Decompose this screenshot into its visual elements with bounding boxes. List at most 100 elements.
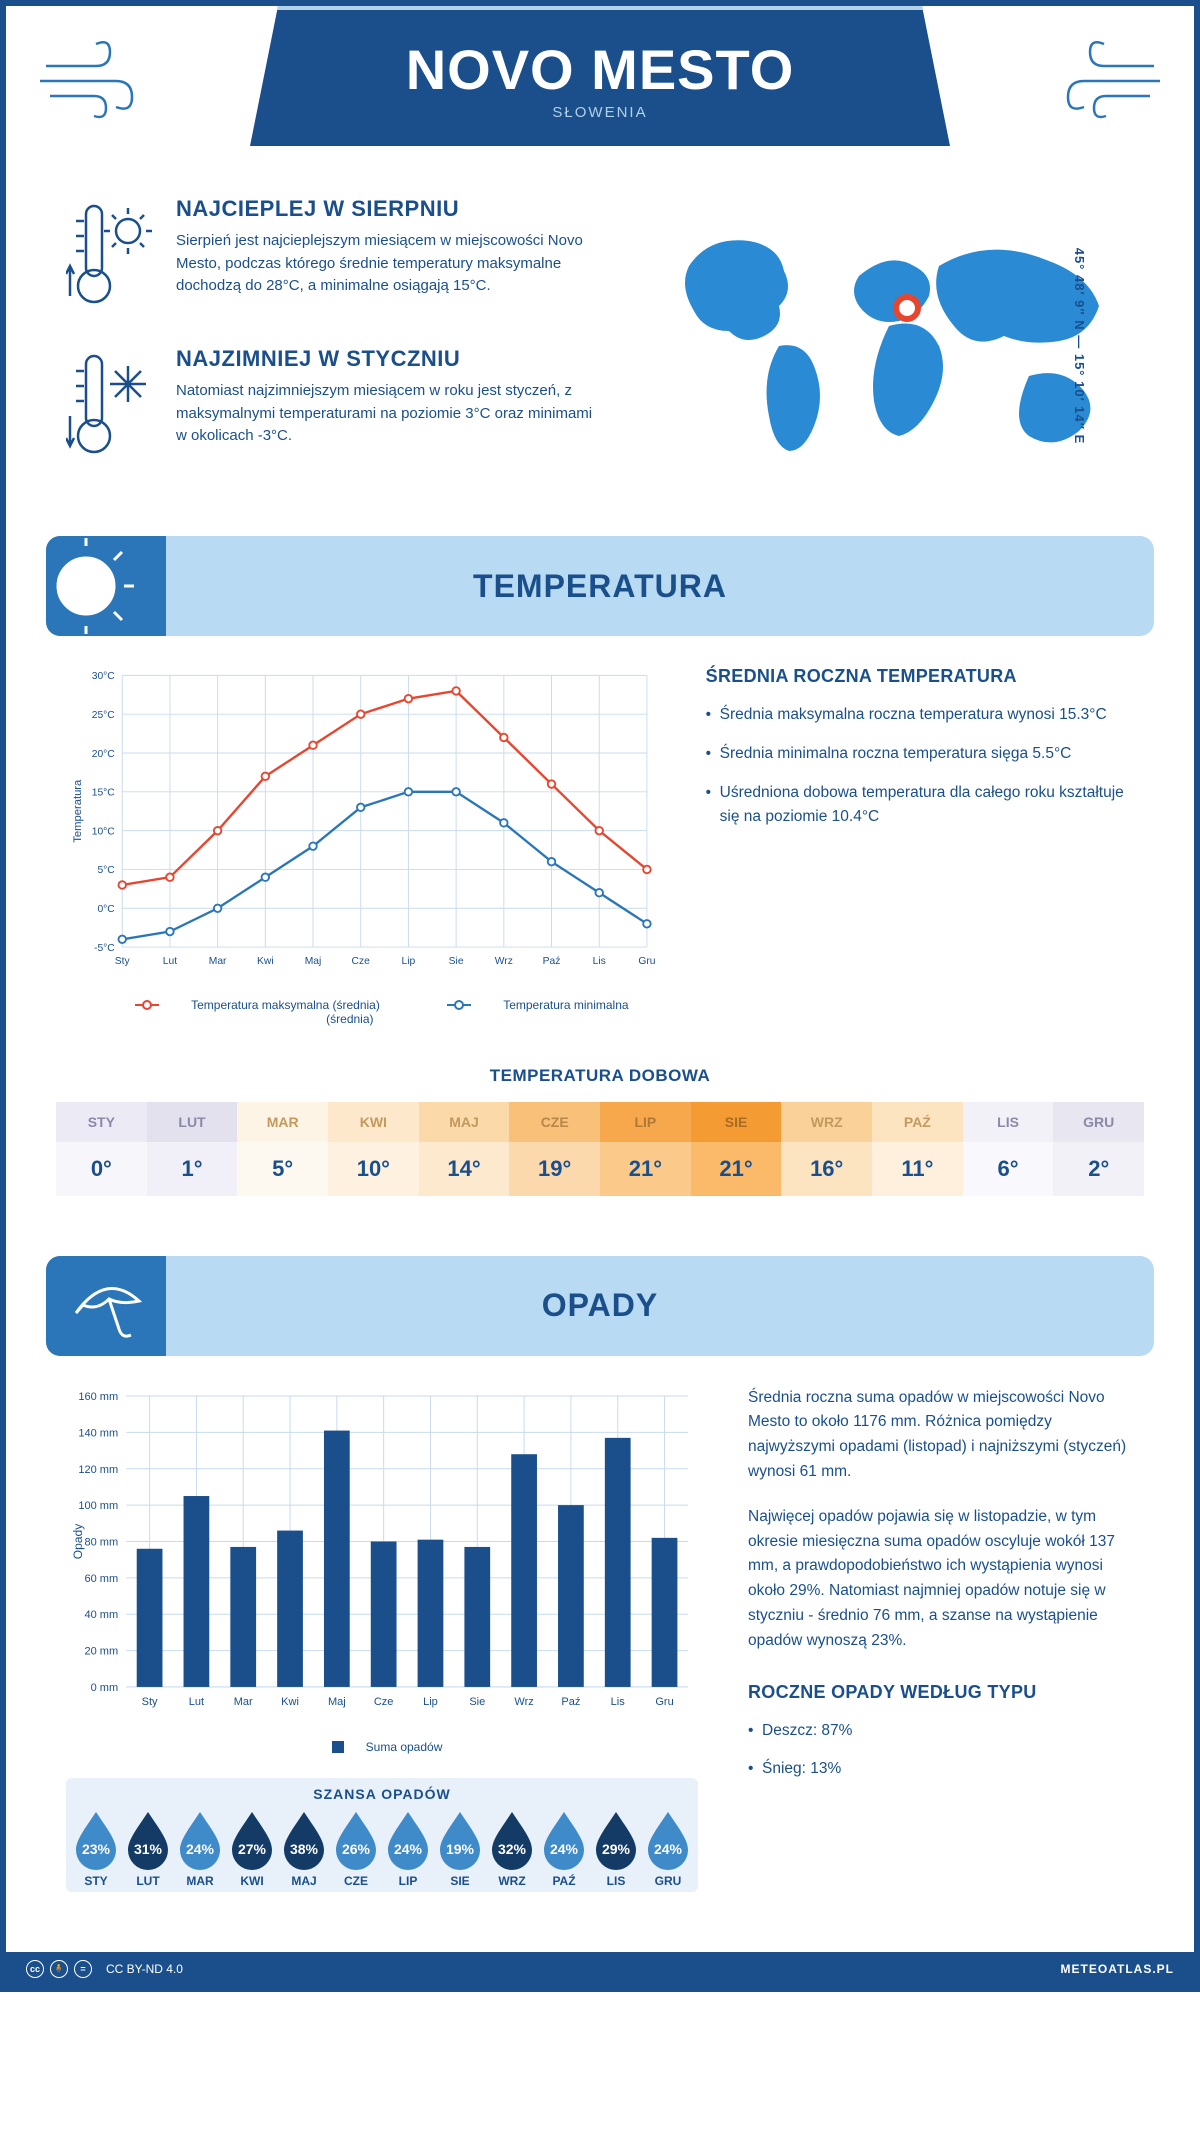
fact-hot-title: NAJCIEPLEJ W SIERPNIU <box>176 196 596 222</box>
heat-cell: PAŹ 11° <box>872 1102 963 1196</box>
precip-chart-legend: Suma opadów <box>66 1740 708 1754</box>
svg-text:Sie: Sie <box>469 1696 485 1708</box>
world-map <box>659 226 1119 466</box>
svg-text:Lut: Lut <box>189 1696 204 1708</box>
temperature-summary-title: ŚREDNIA ROCZNA TEMPERATURA <box>706 666 1134 687</box>
license-text: CC BY-ND 4.0 <box>106 1962 183 1976</box>
precip-type-list: Deszcz: 87% Śnieg: 13% <box>748 1719 1134 1783</box>
rain-drop-cell: 24% PAŹ <box>538 1808 590 1888</box>
svg-text:140 mm: 140 mm <box>78 1427 118 1439</box>
temperature-line-chart: -5°C0°C5°C10°C15°C20°C25°C30°CStyLutMarK… <box>66 666 666 985</box>
heat-cell: LIP 21° <box>600 1102 691 1196</box>
svg-text:Wrz: Wrz <box>495 956 513 967</box>
svg-text:80 mm: 80 mm <box>84 1536 118 1548</box>
svg-text:38%: 38% <box>290 1841 319 1857</box>
svg-text:Sie: Sie <box>449 956 464 967</box>
svg-text:5°C: 5°C <box>97 865 115 876</box>
precip-type-bullet: Śnieg: 13% <box>748 1757 1134 1782</box>
svg-text:20 mm: 20 mm <box>84 1645 118 1657</box>
svg-text:0°C: 0°C <box>97 904 115 915</box>
rain-drop-cell: 24% MAR <box>174 1808 226 1888</box>
svg-text:Lis: Lis <box>611 1696 626 1708</box>
svg-text:Gru: Gru <box>655 1696 673 1708</box>
svg-text:Kwi: Kwi <box>257 956 274 967</box>
rain-drop-cell: 31% LUT <box>122 1808 174 1888</box>
svg-text:30°C: 30°C <box>92 671 116 682</box>
rain-drop-cell: 24% GRU <box>642 1808 694 1888</box>
svg-text:60 mm: 60 mm <box>84 1572 118 1584</box>
heat-cell: CZE 19° <box>509 1102 600 1196</box>
svg-text:29%: 29% <box>602 1841 631 1857</box>
wind-icon-right <box>1034 36 1164 126</box>
svg-text:Gru: Gru <box>638 956 655 967</box>
svg-text:24%: 24% <box>654 1841 683 1857</box>
fact-coldest: NAJZIMNIEJ W STYCZNIU Natomiast najzimni… <box>66 346 604 466</box>
svg-text:Mar: Mar <box>209 956 227 967</box>
heat-cell: MAR 5° <box>237 1102 328 1196</box>
precip-summary-p2: Najwięcej opadów pojawia się w listopadz… <box>748 1505 1134 1654</box>
nd-icon: = <box>74 1960 92 1978</box>
svg-text:26%: 26% <box>342 1841 371 1857</box>
by-icon: 🧍 <box>50 1960 68 1978</box>
rain-drop-cell: 32% WRZ <box>486 1808 538 1888</box>
cc-icon: cc <box>26 1960 44 1978</box>
site-credit: METEOATLAS.PL <box>1061 1962 1174 1976</box>
svg-text:Paź: Paź <box>543 956 561 967</box>
rain-chance-title: SZANSA OPADÓW <box>70 1786 694 1802</box>
svg-text:40 mm: 40 mm <box>84 1609 118 1621</box>
svg-text:120 mm: 120 mm <box>78 1463 118 1475</box>
svg-text:25°C: 25°C <box>92 710 116 721</box>
precip-summary-p1: Średnia roczna suma opadów w miejscowośc… <box>748 1386 1134 1485</box>
heat-cell: STY 0° <box>56 1102 147 1196</box>
rain-drop-cell: 24% LIP <box>382 1808 434 1888</box>
svg-text:Cze: Cze <box>352 956 371 967</box>
svg-text:Kwi: Kwi <box>281 1696 299 1708</box>
svg-text:Temperatura: Temperatura <box>72 779 84 843</box>
svg-text:Lis: Lis <box>593 956 606 967</box>
coordinates-label: 45° 48′ 9″ N — 15° 10′ 14″ E <box>1072 248 1087 445</box>
header-banner: NOVO MESTO SŁOWENIA <box>6 6 1194 176</box>
svg-text:15°C: 15°C <box>92 788 116 799</box>
svg-text:27%: 27% <box>238 1841 267 1857</box>
svg-text:Sty: Sty <box>115 956 131 967</box>
svg-text:24%: 24% <box>394 1841 423 1857</box>
precip-section-title: OPADY <box>46 1287 1154 1324</box>
heat-cell: MAJ 14° <box>419 1102 510 1196</box>
heat-cell: SIE 21° <box>691 1102 782 1196</box>
svg-text:24%: 24% <box>550 1841 579 1857</box>
svg-text:31%: 31% <box>134 1841 163 1857</box>
rain-drop-cell: 27% KWI <box>226 1808 278 1888</box>
temperature-bullet: Średnia maksymalna roczna temperatura wy… <box>706 703 1134 728</box>
svg-text:32%: 32% <box>498 1841 527 1857</box>
svg-text:Lip: Lip <box>423 1696 438 1708</box>
wind-icon-left <box>36 36 166 126</box>
svg-text:Maj: Maj <box>328 1696 346 1708</box>
temperature-bullet: Uśredniona dobowa temperatura dla całego… <box>706 781 1134 831</box>
rain-drop-cell: 26% CZE <box>330 1808 382 1888</box>
svg-text:0 mm: 0 mm <box>91 1682 119 1694</box>
svg-text:Lip: Lip <box>402 956 416 967</box>
svg-text:23%: 23% <box>82 1841 111 1857</box>
svg-text:19%: 19% <box>446 1841 475 1857</box>
svg-text:100 mm: 100 mm <box>78 1500 118 1512</box>
fact-cold-title: NAJZIMNIEJ W STYCZNIU <box>176 346 596 372</box>
svg-text:10°C: 10°C <box>92 826 116 837</box>
section-header-precip: OPADY <box>46 1256 1154 1356</box>
fact-hottest: NAJCIEPLEJ W SIERPNIU Sierpień jest najc… <box>66 196 604 316</box>
svg-text:Paź: Paź <box>561 1696 580 1708</box>
rain-drop-cell: 29% LIS <box>590 1808 642 1888</box>
heat-cell: KWI 10° <box>328 1102 419 1196</box>
section-header-temperature: TEMPERATURA <box>46 536 1154 636</box>
precip-type-bullet: Deszcz: 87% <box>748 1719 1134 1744</box>
sun-icon-tab <box>46 536 166 636</box>
city-title: NOVO MESTO <box>406 37 795 102</box>
svg-text:Mar: Mar <box>234 1696 253 1708</box>
heat-cell: WRZ 16° <box>781 1102 872 1196</box>
temperature-bullet: Średnia minimalna roczna temperatura się… <box>706 742 1134 767</box>
page-footer: cc 🧍 = CC BY-ND 4.0 METEOATLAS.PL <box>6 1952 1194 1986</box>
umbrella-icon-tab <box>46 1256 166 1356</box>
temperature-section-title: TEMPERATURA <box>46 568 1154 605</box>
country-subtitle: SŁOWENIA <box>406 104 795 121</box>
daily-temp-title: TEMPERATURA DOBOWA <box>6 1066 1194 1086</box>
fact-hot-text: Sierpień jest najcieplejszym miesiącem w… <box>176 230 596 298</box>
